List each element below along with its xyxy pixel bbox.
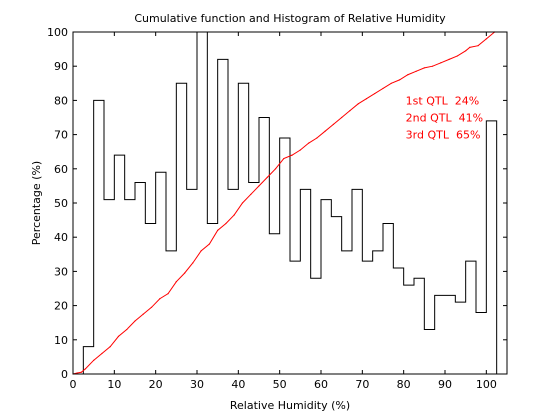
cumulative-point	[192, 262, 194, 264]
cumulative-point	[150, 306, 153, 308]
cumulative-point	[159, 298, 161, 300]
cumulative-point	[299, 149, 301, 151]
cumulative-point	[349, 110, 351, 112]
y-tick-label: 30	[54, 265, 68, 278]
y-axis-label: Percentage (%)	[30, 161, 43, 245]
y-tick-label: 50	[54, 197, 68, 210]
cumulative-point	[250, 193, 252, 196]
cumulative-point	[200, 250, 202, 252]
cumulative-point	[134, 320, 136, 322]
cumulative-point	[291, 154, 293, 156]
cumulative-point	[93, 359, 95, 361]
cumulative-point	[84, 368, 86, 370]
x-tick-label: 10	[107, 378, 121, 391]
quartile-annotation: 3rd QTL 65%	[406, 129, 481, 142]
cumulative-point	[423, 67, 425, 69]
cumulative-point	[382, 87, 384, 90]
x-tick-label: 50	[273, 378, 287, 391]
y-tick-label: 40	[54, 231, 68, 244]
cumulative-point	[465, 50, 467, 52]
x-tick-label: 70	[355, 378, 369, 391]
cumulative-point	[432, 65, 434, 67]
annotations: 1st QTL 24% 2nd QTL 41% 3rd QTL 65%	[406, 94, 483, 141]
cumulative-point	[76, 372, 78, 374]
cumulative-point	[365, 98, 368, 100]
cumulative-point	[258, 185, 260, 187]
cumulative-point	[101, 352, 103, 355]
cumulative-point	[440, 62, 442, 64]
cumulative-point	[357, 103, 359, 105]
cumulative-point	[341, 116, 343, 119]
cumulative-point	[332, 123, 334, 125]
cumulative-point	[274, 168, 277, 170]
y-tick-label: 90	[54, 60, 68, 73]
cumulative-point	[390, 82, 392, 84]
cumulative-point	[469, 46, 471, 48]
cumulative-point	[415, 70, 417, 72]
y-tick-label: 100	[47, 26, 68, 39]
cumulative-point	[324, 130, 326, 132]
cumulative-line	[72, 31, 495, 375]
cumulative-point	[225, 222, 227, 225]
x-tick-label: 90	[438, 378, 452, 391]
x-tick-label: 60	[314, 378, 328, 391]
series-layer	[72, 31, 498, 375]
cumulative-point	[184, 272, 186, 274]
x-tick-label: 80	[397, 378, 411, 391]
cumulative-point	[167, 293, 169, 295]
quartile-annotation: 1st QTL 24%	[406, 94, 480, 107]
cumulative-point	[283, 157, 285, 160]
cumulative-point	[308, 142, 310, 144]
x-axis-label: Relative Humidity (%)	[230, 399, 350, 412]
y-tick-label: 10	[54, 334, 68, 347]
cumulative-point	[477, 45, 479, 47]
cumulative-point	[456, 55, 458, 57]
cumulative-point	[217, 229, 219, 231]
cumulative-point	[398, 79, 401, 81]
y-tick-label: 70	[54, 129, 68, 142]
cumulative-point	[117, 335, 120, 337]
cumulative-point	[80, 371, 82, 373]
cumulative-point	[407, 74, 409, 76]
x-tick-label: 20	[149, 378, 163, 391]
x-tick-label: 100	[476, 378, 497, 391]
cumulative-point	[142, 313, 144, 315]
x-tick-label: 40	[231, 378, 245, 391]
cumulative-point	[109, 346, 111, 348]
cumulative-point	[241, 202, 244, 204]
cumulative-point	[374, 92, 376, 95]
y-tick-label: 60	[54, 163, 68, 176]
cumulative-point	[175, 281, 177, 283]
x-tick-label: 30	[190, 378, 204, 391]
cumulative-point	[208, 243, 210, 245]
cumulative-point	[316, 137, 318, 139]
y-tick-label: 20	[54, 300, 68, 313]
y-axis-ticks: 0 10 20 30 40 50 60 70 80 90 100	[47, 26, 507, 381]
cumulative-point	[233, 214, 235, 216]
cumulative-point	[266, 176, 268, 178]
x-tick-label: 0	[70, 378, 77, 391]
cumulative-point	[126, 328, 128, 331]
x-axis-ticks: 0 10 20 30 40 50 60 70 80 90 100	[70, 32, 497, 391]
quartile-annotation: 2nd QTL 41%	[406, 112, 483, 125]
cumulative-point	[485, 38, 487, 40]
chart-title: Cumulative function and Histogram of Rel…	[134, 12, 446, 25]
y-tick-label: 0	[61, 368, 68, 381]
histogram-outline	[73, 31, 498, 375]
plot-frame	[72, 31, 508, 375]
y-tick-label: 80	[54, 94, 68, 107]
cumulative-point	[448, 58, 450, 60]
